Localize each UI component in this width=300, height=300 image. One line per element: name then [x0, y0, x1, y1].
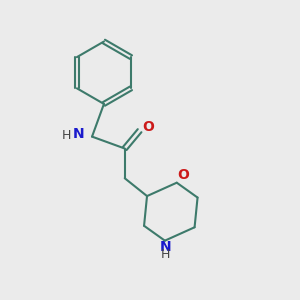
Text: O: O — [177, 168, 189, 182]
Text: N: N — [73, 127, 85, 141]
Text: H: H — [62, 129, 71, 142]
Text: H: H — [161, 248, 170, 261]
Text: N: N — [160, 240, 171, 254]
Text: O: O — [142, 120, 154, 134]
